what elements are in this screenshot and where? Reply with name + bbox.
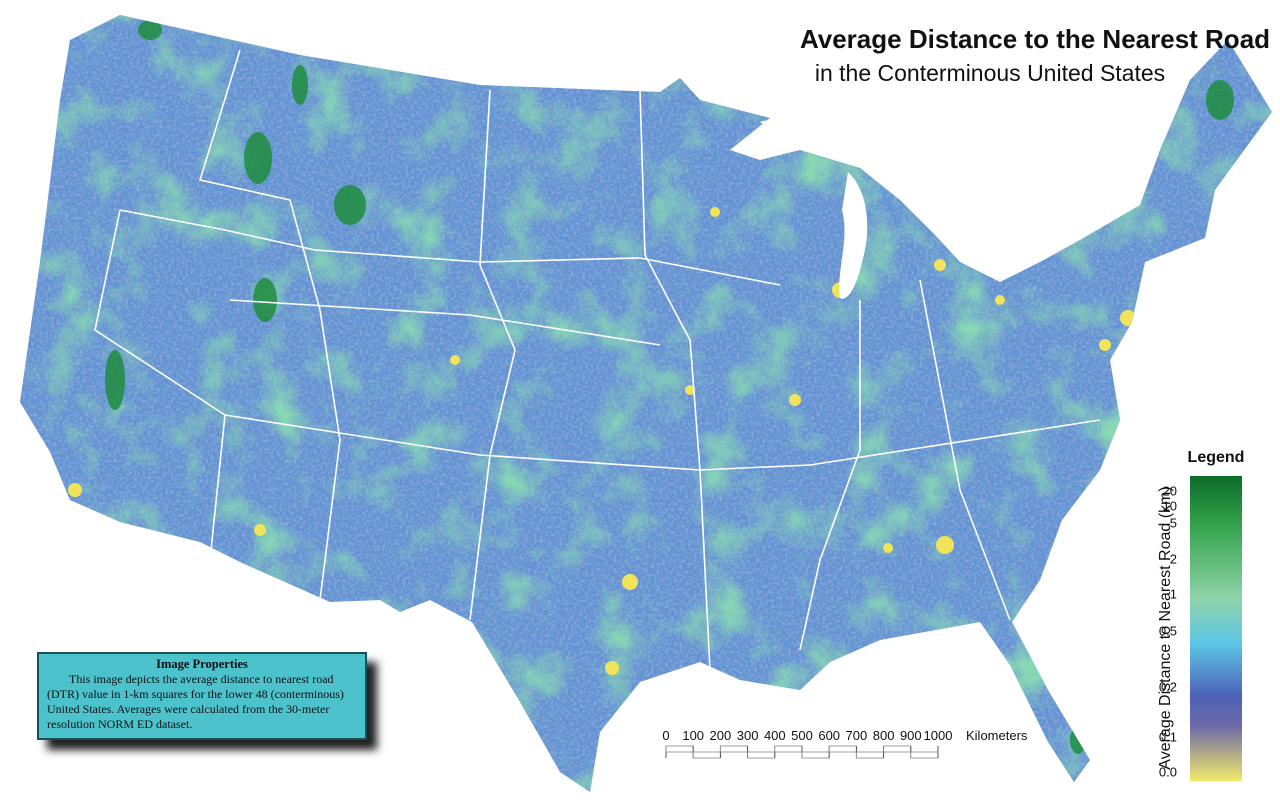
lake-superior [760, 116, 880, 147]
map-title: Average Distance to the Nearest Road [800, 24, 1270, 54]
legend-tick-label: 20 [1163, 483, 1177, 498]
scale-segment [774, 745, 803, 753]
legend-title: Legend [1188, 449, 1245, 466]
scale-segment [883, 745, 912, 753]
scale-segment [856, 751, 884, 759]
legend-tick-label: 2 [1170, 551, 1177, 566]
map-subtitle: in the Conterminous United States [815, 60, 1165, 86]
scale-tick-label: 200 [710, 728, 732, 743]
legend-tick-label: 5 [1170, 515, 1177, 530]
legend-tick-label: 0.2 [1159, 679, 1177, 694]
legend-tick-label: 1 [1170, 586, 1177, 601]
scale-tick-label: 900 [900, 728, 922, 743]
scale-segment [692, 751, 721, 759]
scale-tick-label: 100 [682, 728, 704, 743]
scale-tick-label: 800 [873, 728, 895, 743]
scale-segment [747, 751, 776, 759]
scale-tick-label: 1000 [924, 728, 953, 743]
scale-unit: Kilometers [966, 728, 1028, 743]
info-box: Image Properties This image depicts the … [37, 652, 367, 740]
info-text: This image depicts the average distance … [47, 672, 344, 731]
scale-tick-label: 400 [764, 728, 786, 743]
scale-segment [828, 745, 857, 753]
scale-tick-label: 0 [662, 728, 669, 743]
scale-segment [910, 751, 939, 759]
scale-tick-label: 600 [818, 728, 840, 743]
scale-tick-label: 300 [737, 728, 759, 743]
legend-colorbar [1190, 476, 1242, 781]
legend-axis-label: Average Distance to Nearest Road (km) [1157, 486, 1174, 769]
scale-segment [801, 751, 830, 759]
scale-segment [720, 745, 748, 753]
legend-tick-label: 0.1 [1159, 729, 1177, 744]
scale-bar: 0 100 200 300 400 500 600 700 800 900 1000 Kilomete… [662, 728, 1028, 759]
info-title: Image Properties [156, 657, 248, 671]
scale-tick-label: 500 [791, 728, 813, 743]
scale-segment [665, 745, 694, 753]
legend-tick-label: 0.0 [1159, 764, 1177, 779]
legend-tick-label: 0.5 [1159, 623, 1177, 638]
scale-tick-label: 700 [846, 728, 868, 743]
lake-michigan [839, 172, 868, 299]
legend-tick-label: 10 [1163, 498, 1177, 513]
